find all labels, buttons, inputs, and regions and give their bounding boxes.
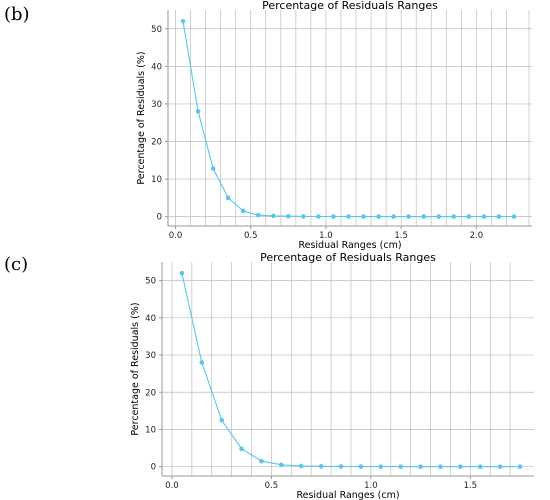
y-tick-label: 40: [151, 62, 162, 72]
data-point: [497, 464, 503, 469]
chart-title: Percentage of Residuals Ranges: [262, 0, 438, 12]
data-point: [331, 214, 336, 219]
data-point: [391, 214, 396, 219]
data-point: [338, 464, 344, 469]
y-tick-label: 10: [145, 425, 156, 435]
data-point: [421, 214, 427, 219]
grid: [168, 10, 532, 226]
data-point: [199, 360, 205, 365]
data-point: [361, 214, 366, 219]
data-point: [466, 214, 472, 219]
data-point: [481, 214, 487, 219]
data-point: [180, 18, 186, 24]
data-point: [219, 417, 224, 423]
data-point: [378, 464, 384, 469]
data-point: [406, 214, 411, 219]
data-point: [240, 208, 246, 214]
chart-panel-b: (b) Percentage of Residuals Ranges 0 10 20 3…: [4, 0, 532, 250]
chart-c: Percentage of Residuals Ranges 0 10 20 30 40 5…: [130, 251, 534, 500]
series-line: [181, 273, 521, 468]
data-point: [195, 109, 201, 114]
x-tick-label: 1.5: [464, 481, 478, 491]
x-tick-label: 0.0: [165, 481, 179, 491]
data-point: [279, 462, 284, 468]
data-point: [318, 464, 324, 469]
chart-b: Percentage of Residuals Ranges 0 10 20 30 40 5…: [136, 0, 532, 250]
data-point: [255, 212, 261, 218]
data-point: [301, 214, 306, 219]
y-tick-label: 20: [145, 388, 156, 398]
data-point: [496, 214, 502, 219]
y-tick-label: 40: [145, 314, 156, 324]
y-axis-label: Percentage of Residuals (%): [136, 51, 147, 184]
data-point: [225, 195, 231, 201]
data-point: [376, 214, 381, 219]
data-point: [511, 214, 517, 219]
y-tick-label: 30: [151, 100, 162, 110]
data-point: [259, 458, 264, 464]
data-point: [418, 464, 423, 469]
panel-label: (b): [4, 4, 30, 25]
data-point: [436, 214, 442, 219]
chart-panel-c: (c) Percentage of Residuals Ranges 0 10 20 3…: [0, 250, 550, 500]
y-tick-label: 0: [151, 463, 156, 473]
plot-area: [168, 10, 532, 226]
data-point: [179, 270, 185, 276]
data-point: [346, 214, 351, 219]
x-tick-label: 0.0: [169, 231, 183, 241]
y-tick-label: 50: [145, 277, 156, 287]
data-point: [451, 214, 457, 219]
data-point: [458, 464, 463, 469]
x-axis-label: Residual Ranges (cm): [296, 490, 399, 500]
data-point: [358, 464, 364, 469]
panel-label: (c): [4, 254, 29, 275]
x-axis-label: Residual Ranges (cm): [298, 240, 401, 250]
y-tick-label: 10: [151, 175, 162, 185]
x-tick-label: 1.0: [364, 481, 378, 491]
data-point: [270, 213, 276, 219]
y-tick-label: 20: [151, 137, 162, 147]
x-tick-label: 2.0: [470, 231, 484, 241]
y-tick-label: 0: [157, 213, 162, 223]
y-tick-label: 50: [151, 25, 162, 35]
x-tick-label: 1.0: [319, 231, 333, 241]
data-point: [316, 214, 321, 219]
x-tick-label: 1.5: [394, 231, 408, 241]
data-point: [438, 464, 443, 469]
y-tick-label: 30: [145, 351, 156, 361]
grid: [162, 262, 534, 476]
plot-area: [162, 262, 534, 476]
data-point: [477, 464, 483, 469]
data-point: [239, 446, 244, 452]
chart-title: Percentage of Residuals Ranges: [260, 251, 436, 264]
data-point: [286, 213, 291, 219]
data-point: [398, 464, 404, 469]
data-point: [298, 463, 304, 469]
x-tick-label: 0.5: [244, 231, 258, 241]
y-axis-label: Percentage of Residuals (%): [130, 302, 141, 435]
data-point: [210, 166, 216, 171]
x-tick-label: 0.5: [265, 481, 279, 491]
data-point: [517, 464, 523, 469]
